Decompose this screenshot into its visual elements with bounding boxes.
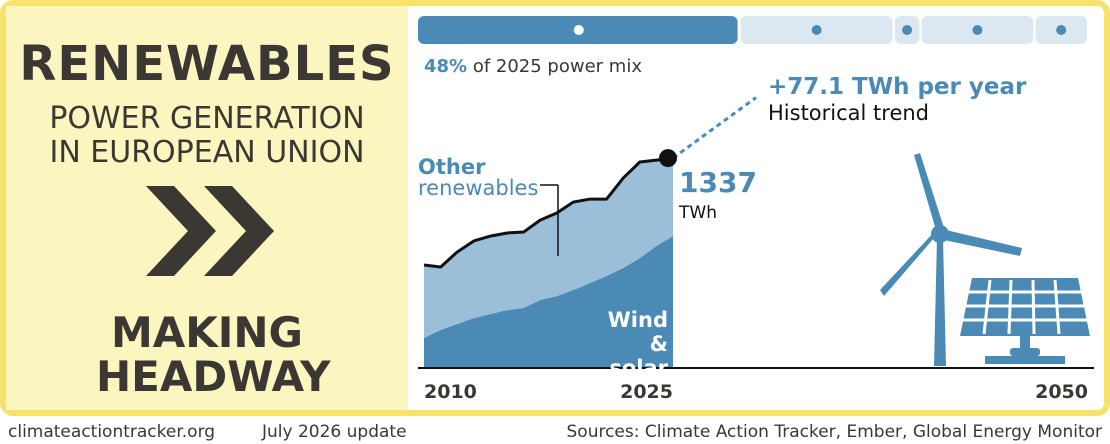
mix-icon <box>972 25 983 35</box>
turbine <box>880 153 1022 366</box>
trend-sublabel: Historical trend <box>768 101 929 125</box>
mix-icon <box>573 25 584 35</box>
total-line <box>423 156 674 269</box>
mix-icon <box>811 25 822 35</box>
subtitle: POWER GENERATION IN EUROPEAN UNION <box>49 101 365 170</box>
sources: Sources: Climate Action Tracker, Ember, … <box>566 422 1103 442</box>
series-label: Wind & solar <box>607 308 668 380</box>
x-tick-label: 2050 <box>1035 381 1088 403</box>
left-panel: RENEWABLES POWER GENERATION IN EUROPEAN … <box>6 6 408 410</box>
trend-label: +77.1 TWh per year <box>768 74 1027 100</box>
area <box>424 158 673 339</box>
total-unit: TWh <box>678 203 717 223</box>
total-dot <box>659 149 677 168</box>
area <box>424 236 673 368</box>
verdict: MAKING HEADWAY <box>96 308 331 401</box>
total-label: 1337 <box>679 166 757 199</box>
title: RENEWABLES <box>19 36 395 92</box>
x-tick-label: 2010 <box>424 381 477 403</box>
series-label: Other renewables <box>418 155 539 200</box>
plot <box>423 156 674 368</box>
mix-share: 48% <box>424 56 467 77</box>
mix-caption: 48% of 2025 power mix <box>424 56 642 77</box>
site: climateactiontracker.org <box>8 422 216 442</box>
mix-icon <box>1056 25 1067 35</box>
solar-panel <box>960 278 1090 364</box>
mix-text: of 2025 power mix <box>473 56 642 77</box>
x-tick-label: 2025 <box>620 381 673 403</box>
trend-line <box>672 96 757 160</box>
mix-icon <box>902 25 913 35</box>
chevrons <box>146 186 274 276</box>
update: July 2026 update <box>262 422 407 442</box>
